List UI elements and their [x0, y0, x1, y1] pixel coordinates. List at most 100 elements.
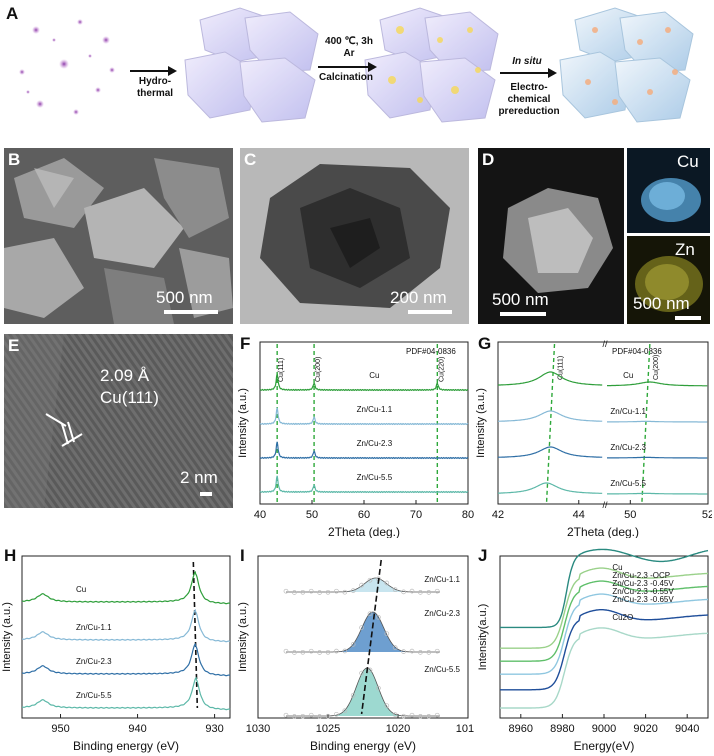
chart-i-data-point [401, 713, 406, 719]
chart-i-xtick-label: 1030 [246, 723, 270, 735]
chart-j-xtick-label: 8980 [550, 723, 574, 735]
crystal-cluster-1 [184, 7, 319, 123]
chart-h-series-line [22, 609, 231, 643]
chart-i-data-point [350, 588, 356, 593]
chart-h-ylabel: Intensity (a.u.) [1, 602, 13, 672]
chart-i-data-point [426, 714, 432, 719]
chart-g-series-label: Zn/Cu-5.5 [610, 479, 646, 488]
chart-f-ylabel: Intensity (a.u.) [237, 388, 249, 458]
chart-f-reflection-label: Cu(111) [278, 358, 285, 382]
chart-i-frame [257, 555, 469, 719]
chart-i-data-point [392, 712, 398, 718]
chart-j-xtick-label: 9020 [633, 723, 657, 735]
arrow-1-line [130, 70, 170, 72]
chart-i-data-point [376, 614, 381, 620]
chart-f-xlabel: 2Theta (deg.) [328, 525, 400, 538]
zn-eds-map [627, 236, 710, 324]
chart-j-xtick-label: 8960 [509, 723, 533, 735]
chart-j-xlabel: Energy(eV) [574, 739, 635, 753]
chart-f-series-line [259, 373, 469, 392]
chart-i-xtick-label: 1020 [386, 723, 410, 735]
chart-g-xtick-label: 50 [624, 509, 636, 521]
chart-i-data-point [317, 590, 322, 595]
scale-bar-e [200, 492, 212, 496]
chart-g-series-line-right [607, 492, 708, 495]
chart-i-data-point [367, 577, 373, 583]
chart-g-ylabel: Intensity (a.u.) [475, 388, 487, 458]
panel-label-b: B [8, 150, 21, 169]
chart-f-xtick-label: 40 [254, 509, 266, 521]
chart-g-series-label: Cu [623, 371, 633, 380]
chart-h-xtick-label: 940 [128, 723, 146, 735]
chart-h-frame [21, 555, 231, 719]
chart-i-series-label: Zn/Cu-5.5 [424, 665, 460, 674]
chart-i-data-point [283, 712, 289, 718]
chart-h-series-line [22, 571, 231, 605]
chart-f-xtick-label: 60 [358, 509, 370, 521]
scale-bar-b [164, 310, 218, 314]
chart-i-data-point [308, 712, 314, 718]
chart-g-xtick-label: 52 [702, 509, 712, 521]
chart-j-legend-entry: Zn/Cu-2.3 -0.55V [612, 587, 674, 596]
chart-i-data-point [426, 590, 432, 595]
chart-g-xlabel: 2Theta (deg.) [567, 525, 639, 538]
arrow-2-head [368, 62, 377, 72]
chart-i-data-point [392, 645, 398, 650]
step-calcination-conditions: 400 ℃, 3h Ar [325, 36, 373, 59]
chart-f-series-label: Zn/Cu-2.3 [357, 439, 393, 448]
chart-i-xtick-label: 1015 [456, 723, 474, 735]
chart-i-zn2p-xps: 1030 1025 1020 1015 Binding energy (eV) Inten… [237, 555, 474, 753]
chart-g-series-line-right [607, 456, 708, 459]
panel-label-e: E [8, 336, 20, 355]
chart-i-data-point [409, 588, 415, 594]
chart-j-series-line [500, 580, 708, 662]
arrow-1-head [168, 66, 177, 76]
chart-g-reference-line [641, 343, 651, 505]
chart-i-data-point [300, 713, 306, 719]
chart-i-data-point [418, 590, 423, 595]
panel-d-cu-map: Cu [627, 148, 710, 233]
chart-g-series-line-left [498, 482, 603, 494]
chart-j-xtick-label: 9040 [675, 723, 699, 735]
scale-text-zn: 500 nm [633, 294, 690, 313]
haadf-particle [478, 148, 624, 324]
lattice-plane: Cu(111) [100, 388, 159, 407]
chart-g-axis-break-bottom: // [602, 500, 608, 510]
chart-g-reflection-label: Cu(200) [653, 355, 660, 380]
chart-i-data-point [300, 649, 306, 655]
panel-c-tem-image: C 200 nm [240, 148, 469, 324]
chart-f-series-label: Zn/Cu-5.5 [357, 473, 393, 482]
chart-i-data-point [334, 648, 339, 654]
arrow-3-head [548, 68, 557, 78]
chart-i-data-point [350, 642, 356, 647]
crystal-cluster-3 [559, 7, 694, 123]
chart-j-xanes: 8960 8980 9000 9020 9040 Energy(eV) Intensity(… [477, 548, 709, 753]
chart-i-series-envelope [286, 611, 440, 653]
cu-map-label: Cu [677, 152, 699, 171]
panel-b-sem-image: B 500 nm [4, 148, 233, 324]
chart-i-data-point [392, 587, 398, 593]
chart-i-series-area [286, 612, 440, 652]
chart-g-xtick-label: 44 [573, 509, 585, 521]
chart-g-reference: PDF#04-0836 [612, 347, 662, 356]
panel-label-a: A [6, 4, 19, 23]
chart-f-xrd: 40 50 60 70 80 2Theta (deg.) Intensity (a.u.) P… [237, 341, 474, 538]
arrow-3-line [500, 72, 550, 74]
panel-label-j: J [478, 546, 488, 565]
panel-label-d: D [482, 150, 495, 169]
chart-f-xtick-label: 80 [462, 509, 474, 521]
scale-bar-d [500, 312, 546, 316]
chart-j-legend-entry: Cu2O [612, 613, 633, 622]
scale-text-b: 500 nm [156, 288, 213, 307]
chart-i-data-point [359, 625, 364, 630]
chart-i-data-point [342, 589, 348, 595]
scale-text-c: 200 nm [390, 288, 447, 307]
chart-f-series-line [259, 407, 469, 426]
chart-g-axis-break-top: // [602, 339, 608, 349]
panel-label-f: F [240, 334, 251, 353]
chart-g-frame [497, 341, 709, 505]
chart-i-data-point [418, 650, 423, 655]
chart-i-data-point [434, 712, 440, 718]
chart-i-series-envelope [286, 577, 440, 593]
chart-i-data-point [359, 582, 364, 588]
